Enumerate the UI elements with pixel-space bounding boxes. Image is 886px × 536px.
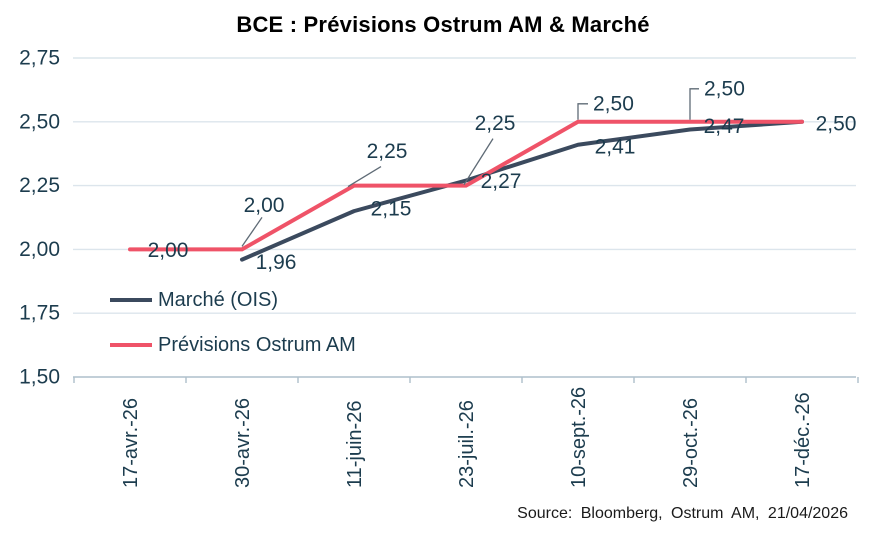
label-leader-line xyxy=(463,138,494,185)
series-line-marche xyxy=(240,119,804,262)
series-line-ostrum xyxy=(128,119,804,252)
legend-label: Prévisions Ostrum AM xyxy=(158,334,356,356)
x-axis-label: 29-oct.-26 xyxy=(680,398,702,488)
label-leader-line xyxy=(347,166,382,188)
x-axis-label: 11-juin-26 xyxy=(344,401,366,488)
data-label: 2,00 xyxy=(244,194,285,217)
x-axis-label: 17-déc.-26 xyxy=(792,392,814,488)
y-axis-label: 1,75 xyxy=(19,302,60,325)
y-axis-label: 2,50 xyxy=(19,110,60,133)
x-axis-label: 10-sept.-26 xyxy=(568,387,590,488)
data-label: 2,50 xyxy=(593,92,634,115)
y-axis-label: 1,50 xyxy=(19,366,60,389)
y-axis-label: 2,75 xyxy=(19,47,60,70)
data-label: 2,00 xyxy=(148,239,189,262)
data-label: 2,25 xyxy=(367,140,408,163)
data-label: 2,25 xyxy=(475,112,516,135)
label-leader-line xyxy=(241,217,263,247)
y-axis-label: 2,00 xyxy=(19,238,60,261)
data-label: 2,15 xyxy=(371,198,412,221)
data-label: 2,27 xyxy=(481,170,522,193)
data-label: 2,50 xyxy=(816,112,857,135)
data-label: 2,47 xyxy=(704,115,745,138)
x-axis-label: 30-avr.-26 xyxy=(232,398,254,488)
label-leader-elbow xyxy=(689,88,699,120)
x-axis-label: 17-avr.-26 xyxy=(120,398,142,488)
data-label: 2,50 xyxy=(704,77,745,100)
legend-label: Marché (OIS) xyxy=(158,289,278,311)
source-note: Source: Bloomberg, Ostrum AM, 21/04/2026 xyxy=(517,505,848,522)
data-label: 2,41 xyxy=(595,135,636,158)
data-label: 1,96 xyxy=(256,251,297,274)
x-axis-label: 23-juil.-26 xyxy=(456,400,478,488)
y-axis-label: 2,25 xyxy=(19,174,60,197)
chart-title: BCE : Prévisions Ostrum AM & Marché xyxy=(236,12,650,37)
label-leader-elbow xyxy=(577,103,588,120)
